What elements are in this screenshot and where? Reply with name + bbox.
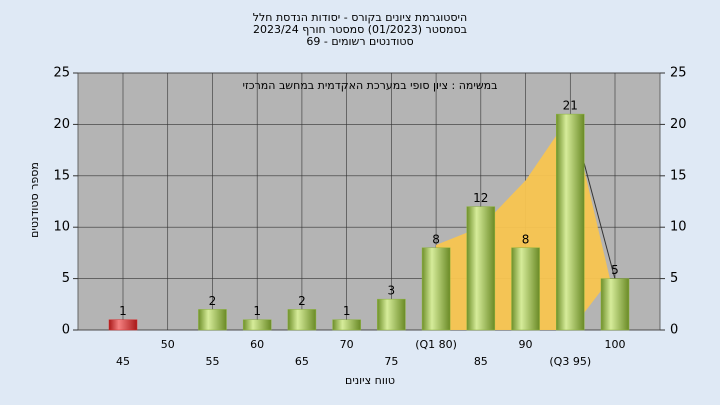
x-tick-label: 50 [161, 338, 175, 351]
y2-tick-label: 20 [670, 117, 687, 132]
bar [287, 309, 317, 331]
x-tick-label: 100 [605, 338, 626, 351]
x-tick-label: 55 [205, 355, 219, 368]
y-tick-label: 10 [53, 220, 70, 235]
bar [466, 206, 496, 331]
y2-tick-label: 10 [670, 220, 687, 235]
data-label: 1 [343, 304, 351, 318]
y-tick-label: 0 [62, 323, 70, 338]
bar [332, 319, 361, 331]
data-label: 8 [432, 232, 440, 246]
data-label: 12 [473, 191, 488, 205]
data-label: 2 [298, 294, 306, 308]
y2-tick-label: 0 [670, 323, 678, 338]
x-tick-label: 85 [474, 355, 488, 368]
data-label: 1 [119, 304, 127, 318]
x-axis-label: טווח ציונים [345, 374, 395, 387]
data-label: 21 [563, 99, 578, 113]
data-label: 8 [522, 232, 530, 246]
bar [600, 278, 630, 331]
x-tick-label: 75 [384, 355, 398, 368]
bar [511, 247, 540, 331]
y-tick-label: 15 [53, 168, 70, 183]
bar [108, 319, 138, 331]
x-tick-label: 70 [340, 338, 354, 351]
y2-tick-label: 15 [670, 168, 687, 183]
annotation: במשימה : ציון סופי במערכת האקדמית במחשב … [243, 79, 498, 92]
bar [421, 247, 451, 331]
data-label: 2 [209, 294, 217, 308]
x-tick-label: (Q3 95) [549, 355, 591, 368]
bar [556, 113, 585, 331]
bar [242, 319, 272, 331]
title-line: בסמסטר (01/2023) סמסטר חורף 2023/24 [253, 23, 467, 36]
x-tick-label: 65 [295, 355, 309, 368]
x-tick-label: 60 [250, 338, 264, 351]
title-line: סטודנטים רשומים - 69 [306, 35, 413, 48]
x-tick-label: 45 [116, 355, 130, 368]
y-tick-label: 5 [62, 271, 70, 286]
y-tick-label: 25 [53, 66, 70, 81]
data-label: 3 [388, 284, 396, 298]
y2-tick-label: 25 [670, 66, 687, 81]
y-axis-label: מספר סטודנטים [28, 162, 41, 238]
title-line: היסטוגרמת ציונים בקורס - יסודות הנדסת חל… [253, 11, 467, 24]
data-label: 1 [253, 304, 261, 318]
y2-tick-label: 5 [670, 271, 678, 286]
y-tick-label: 20 [53, 117, 70, 132]
x-tick-label: 90 [519, 338, 533, 351]
bar [198, 309, 227, 331]
data-label: 5 [611, 263, 619, 277]
x-tick-label: (Q1 80) [415, 338, 457, 351]
bar [377, 298, 406, 331]
